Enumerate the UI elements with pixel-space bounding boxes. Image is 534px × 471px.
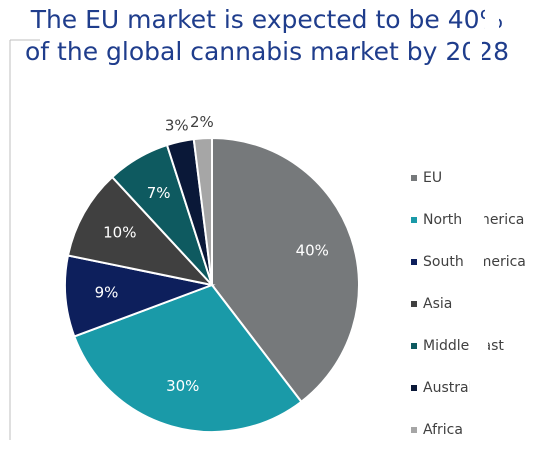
legend-label: EU [423, 170, 442, 186]
legend-label: Middle East [423, 338, 504, 354]
occluder [470, 38, 482, 72]
occluder [472, 336, 488, 358]
data-label: 40% [296, 242, 329, 260]
legend-swatch [411, 343, 417, 349]
data-label: 9% [95, 284, 119, 302]
data-label: 10% [103, 224, 136, 242]
pie-slice [211, 136, 360, 404]
occluder [485, 4, 499, 38]
legend-swatch [411, 175, 417, 181]
pie: 40% 30% 9% 10% 7% 3% 2% [64, 113, 360, 433]
legend-swatch [411, 427, 417, 433]
occluder [470, 378, 520, 400]
data-label: 2% [190, 113, 214, 131]
chart-title: The EU market is expected to be 40% [30, 5, 504, 34]
occluders [464, 4, 520, 400]
legend-swatch [411, 385, 417, 391]
data-label: 7% [147, 184, 171, 202]
legend-swatch [411, 259, 417, 265]
legend-label: Asia [423, 296, 452, 312]
data-label: 30% [166, 377, 199, 395]
pie-slice [192, 136, 213, 286]
legend-label: Australia [423, 380, 485, 396]
occluder [464, 252, 484, 274]
pie-slice [64, 254, 216, 338]
occluder [464, 210, 484, 232]
legend-swatch [411, 301, 417, 307]
legend-swatch [411, 217, 417, 223]
legend-label: Africa [423, 422, 463, 438]
pie-slice [66, 175, 215, 287]
data-label: 3% [165, 116, 189, 134]
chart-title: of the global cannabis market by 2028 [25, 37, 509, 66]
pie-slice [73, 283, 303, 433]
